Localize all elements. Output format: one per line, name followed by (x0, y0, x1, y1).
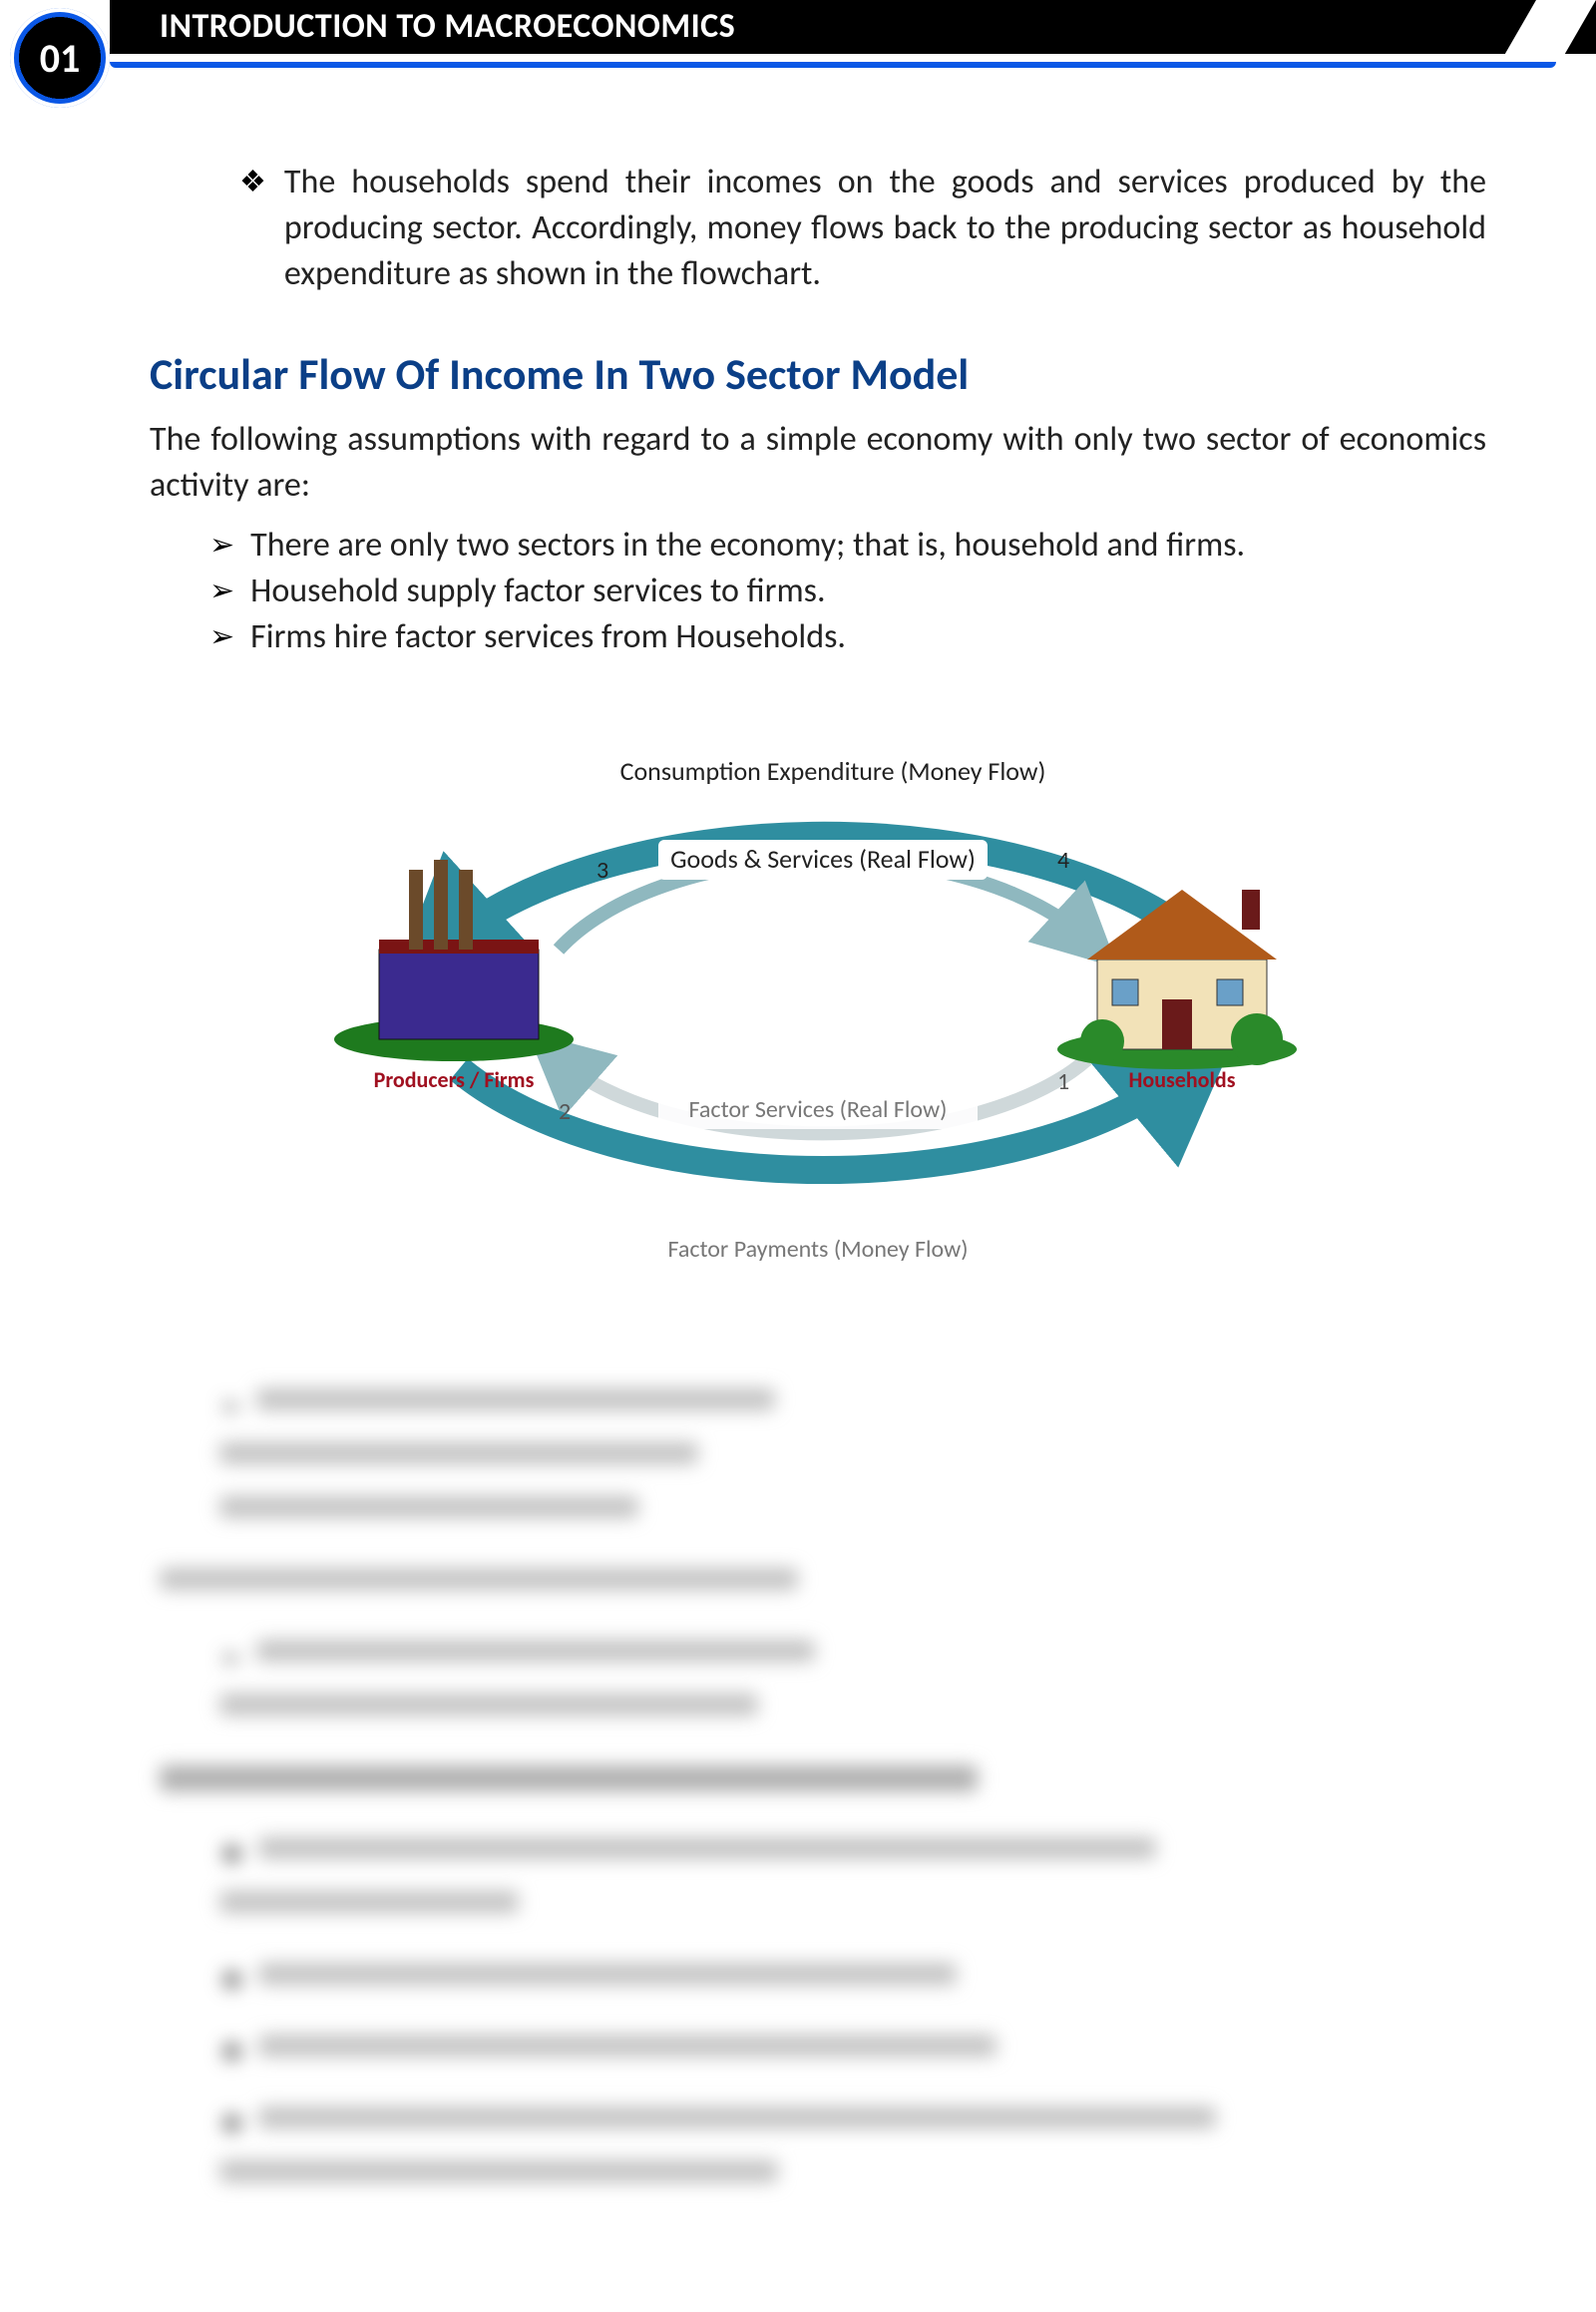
blurred-group: ❖ (160, 1837, 1476, 1937)
blurred-group: ❖ (160, 1963, 1476, 2009)
section-heading: Circular Flow Of Income In Two Sector Mo… (150, 347, 1486, 401)
blurred-text-bar (258, 2035, 997, 2057)
blurred-bullet-icon: ➢ (219, 1640, 242, 1686)
accent-divider (110, 58, 1556, 68)
list-item-text: Household supply factor services to firm… (250, 569, 825, 614)
blurred-line: ➢ (219, 1388, 1476, 1434)
blurred-line: ➢ (219, 1640, 1476, 1686)
diagram-number-3: 3 (597, 856, 608, 885)
label-goods-services: Goods & Services (Real Flow) (670, 843, 976, 875)
blurred-text-bar (258, 2107, 1216, 2128)
blurred-content-region: ➢ ➢ ❖ ❖ ❖ ❖ (150, 1388, 1486, 2206)
list-item-text: Firms hire factor services from Househol… (250, 614, 846, 660)
diagram-number-4: 4 (1057, 846, 1069, 875)
blurred-line: ❖ (219, 2107, 1476, 2152)
arrow-bullet-icon: ➢ (209, 523, 234, 569)
chapter-number: 01 (40, 34, 81, 83)
diamond-bullet-icon: ❖ (239, 160, 266, 297)
blurred-line (219, 1496, 1476, 1542)
blurred-group: ❖ (160, 2107, 1476, 2206)
page-content: ❖ The households spend their incomes on … (0, 100, 1596, 2206)
label-household: Households (1129, 1066, 1236, 1093)
blurred-text-bar (219, 1694, 758, 1716)
page: INTRODUCTION TO MACROECONOMICS 01 ❖ The … (0, 0, 1596, 2312)
list-item-text: There are only two sectors in the econom… (250, 523, 1245, 569)
arrow-bullet-icon: ➢ (209, 569, 234, 614)
diagram-number-1: 1 (1057, 1067, 1069, 1096)
blurred-text-bar (258, 1963, 957, 1985)
node-household: Households (1057, 890, 1297, 1093)
blurred-line (219, 1442, 1476, 1488)
title-bar: INTRODUCTION TO MACROECONOMICS (110, 0, 1596, 54)
circular-flow-diagram: Consumption Expenditure (Money Flow) Goo… (150, 690, 1486, 1329)
list-item: ➢ Household supply factor services to fi… (209, 569, 1486, 614)
blurred-text-bar (160, 1765, 978, 1791)
blurred-group: ➢ (160, 1388, 1476, 1542)
blurred-group: ❖ (160, 2035, 1476, 2081)
list-item: ➢ Firms hire factor services from Househ… (209, 614, 1486, 660)
blurred-text-bar (256, 1640, 815, 1662)
blurred-text-bar (258, 1837, 1156, 1859)
blurred-text-bar (219, 1496, 638, 1518)
diagram-svg: Consumption Expenditure (Money Flow) Goo… (259, 690, 1377, 1329)
blurred-bullet-icon: ❖ (219, 1963, 244, 2009)
list-item: ➢ There are only two sectors in the econ… (209, 523, 1486, 569)
blurred-text-bar (219, 1891, 519, 1913)
blurred-text-bar (219, 1442, 698, 1464)
blurred-line: ❖ (219, 1837, 1476, 1883)
blurred-group (160, 1568, 1476, 1614)
intro-block: ❖ The households spend their incomes on … (239, 160, 1486, 297)
assumptions-list: ➢ There are only two sectors in the econ… (209, 523, 1486, 660)
blurred-bullet-icon: ➢ (219, 1388, 242, 1434)
blurred-text-bar (219, 2160, 778, 2182)
label-factor-services: Factor Services (Real Flow) (689, 1095, 948, 1124)
blurred-group: ➢ (160, 1640, 1476, 1739)
blurred-text-bar (160, 1568, 798, 1590)
blurred-line (160, 1568, 1476, 1614)
chapter-number-badge: 01 (10, 8, 110, 108)
blurred-bullet-icon: ❖ (219, 2035, 244, 2081)
diagram-number-2: 2 (559, 1097, 571, 1126)
blurred-line (219, 1891, 1476, 1937)
blurred-group (160, 1765, 1476, 1811)
label-consumption-expenditure: Consumption Expenditure (Money Flow) (620, 755, 1046, 787)
intro-bullet-row: ❖ The households spend their incomes on … (239, 160, 1486, 297)
arrow-bullet-icon: ➢ (209, 614, 234, 660)
label-firm: Producers / Firms (374, 1066, 535, 1093)
blurred-bullet-icon: ❖ (219, 1837, 244, 1883)
blurred-line: ❖ (219, 2035, 1476, 2081)
blurred-text-bar (256, 1388, 775, 1410)
intro-paragraph: The households spend their incomes on th… (284, 160, 1486, 297)
chapter-title: INTRODUCTION TO MACROECONOMICS (110, 0, 1596, 54)
section-intro-paragraph: The following assumptions with regard to… (150, 417, 1486, 509)
blurred-line: ❖ (219, 1963, 1476, 2009)
blurred-line (219, 2160, 1476, 2206)
blurred-line (160, 1765, 1476, 1811)
blurred-bullet-icon: ❖ (219, 2107, 244, 2152)
blurred-line (219, 1694, 1476, 1739)
page-header: INTRODUCTION TO MACROECONOMICS 01 (0, 0, 1596, 100)
label-factor-payments: Factor Payments (Money Flow) (667, 1235, 968, 1264)
